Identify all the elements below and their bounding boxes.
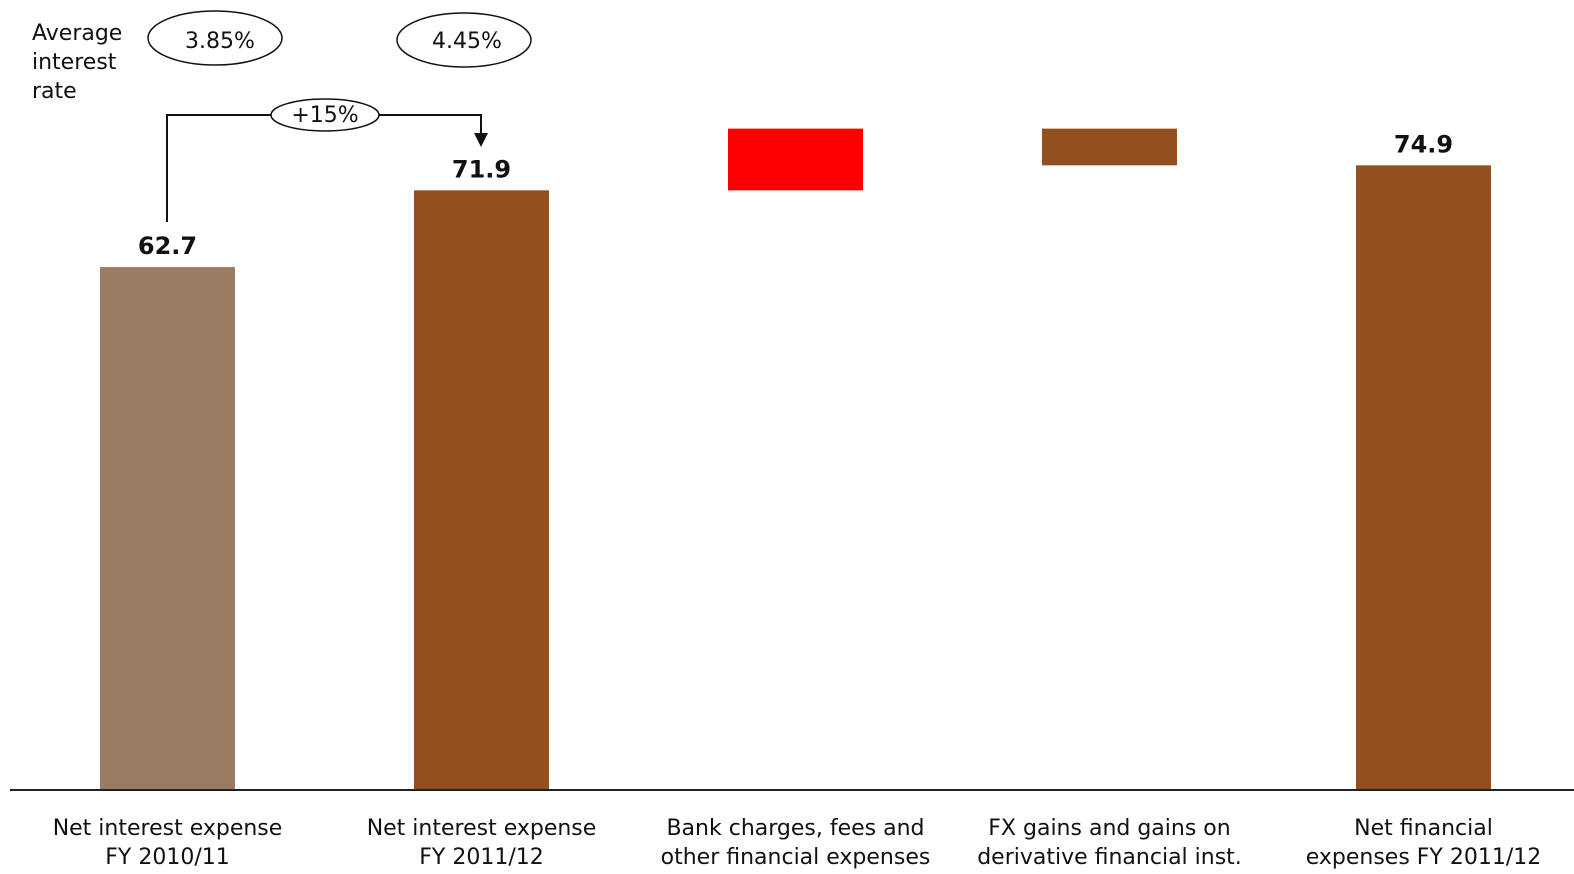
bar [1356, 165, 1491, 791]
value-label: 62.7 [138, 232, 197, 260]
rate: 3.85% [185, 29, 255, 54]
growth-ellipse [270, 98, 380, 132]
growth: +15% [291, 103, 358, 128]
x-tick-label: Net financial expenses FY 2011/12 [1306, 816, 1542, 870]
rate: 4.45% [432, 29, 502, 54]
rate-ellipse [396, 12, 532, 68]
rate-label: Average interest rate [32, 21, 122, 104]
x-tick-label: Bank charges, fees and other financial ex… [661, 816, 931, 870]
growth-arrow [474, 133, 488, 147]
x-tick-label: Net interest expense FY 2010/11 [53, 816, 283, 870]
bar [100, 267, 235, 790]
value-label: 71.9 [452, 155, 511, 183]
bar [728, 128, 863, 191]
x-tick-label: FX gains and gains on derivative financia… [977, 816, 1242, 870]
rate-ellipse [147, 10, 283, 66]
x-tick-label: Net interest expense FY 2011/12 [367, 816, 597, 870]
bar [1042, 128, 1177, 166]
value-label: 74.9 [1394, 130, 1453, 158]
bar [414, 190, 549, 790]
